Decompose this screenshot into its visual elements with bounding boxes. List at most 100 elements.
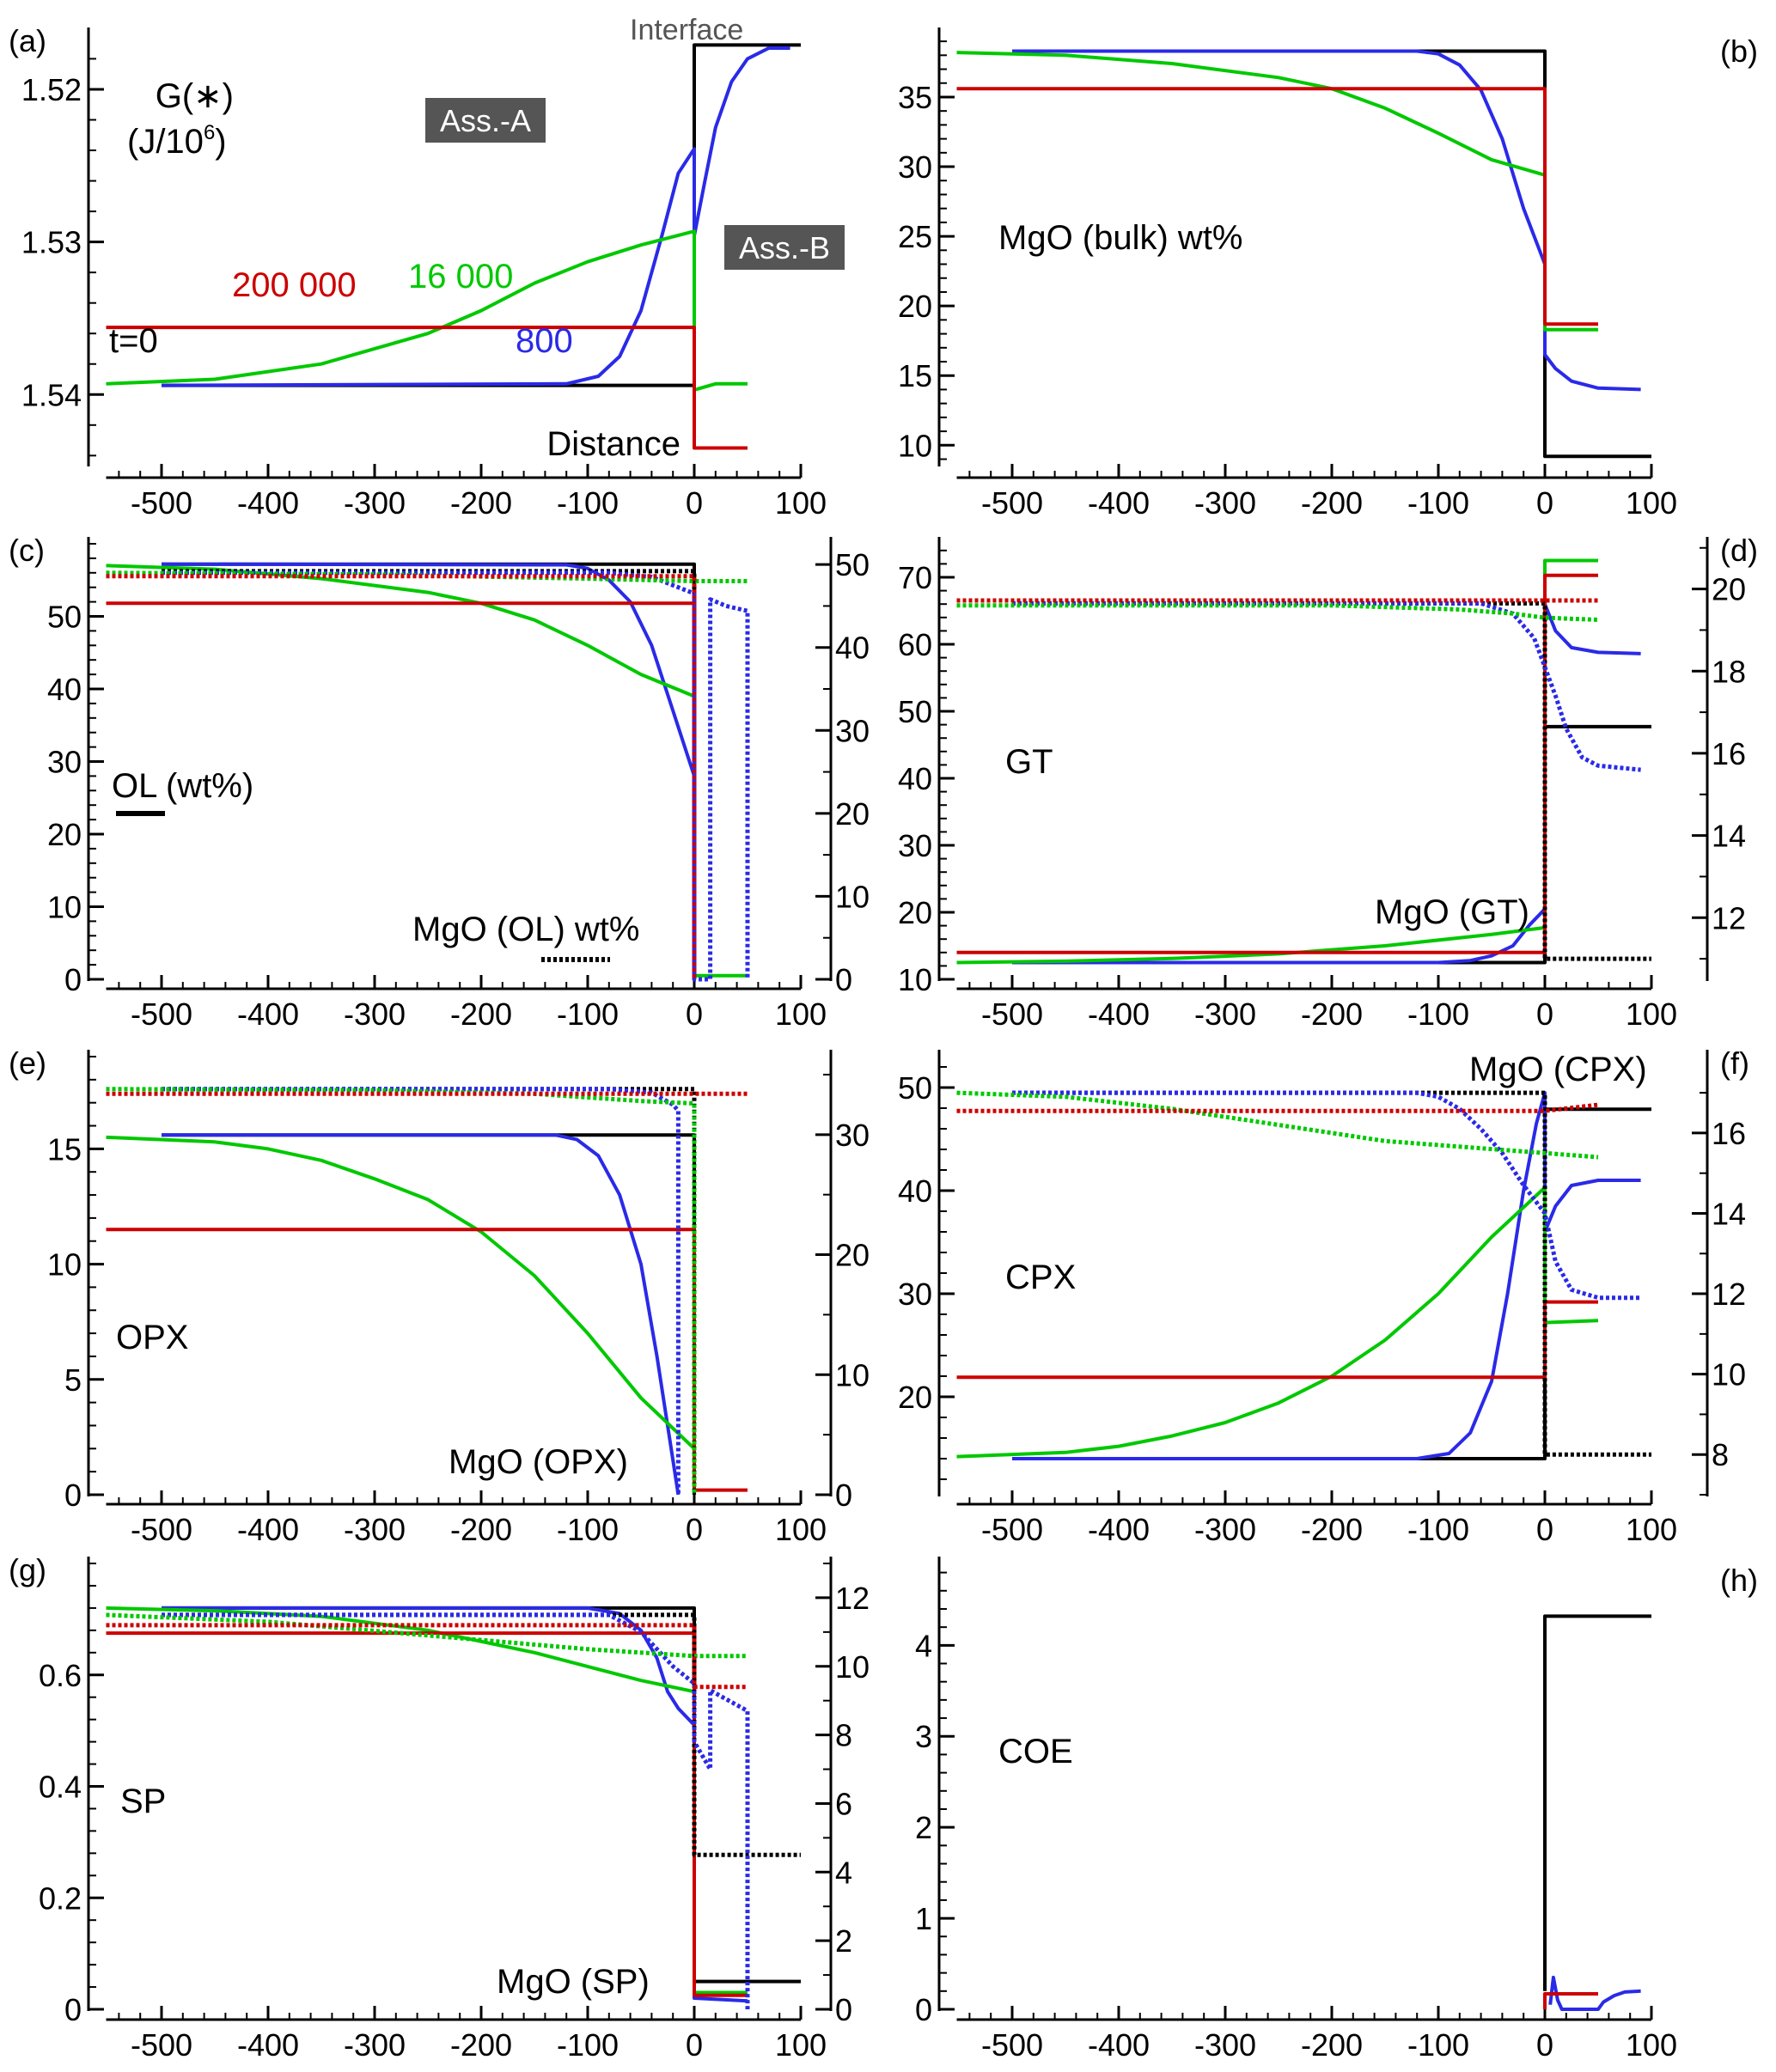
series-line-200-000	[106, 1228, 748, 1492]
y-tick-label: 0.4	[39, 1770, 82, 1805]
x-tick-label: 100	[1626, 485, 1677, 521]
t200000-label: 200 000	[232, 266, 357, 304]
panel-f: 20 30 40 50 8 10 12 14 16 -500 -400 -300 -200 -100 0 10…	[898, 1045, 1749, 1547]
distance-label: Distance	[546, 425, 680, 463]
series-line-t-0-mgo	[1012, 1090, 1651, 1457]
y-tick-label: 1	[915, 1901, 932, 1936]
x-tick-label: -500	[131, 1512, 192, 1547]
y-tick-label: 20	[898, 1380, 932, 1415]
y-tick-label: 0	[64, 1478, 82, 1513]
series-line-800	[1012, 49, 1641, 392]
g-ylabel-line2: (J/106)	[127, 121, 227, 161]
x-tick-label: 0	[686, 996, 703, 1032]
ass-b-label: Ass.-B	[739, 230, 830, 265]
series-line-16-000-mgo	[106, 1612, 748, 1659]
cpx-label: CPX	[1005, 1258, 1076, 1296]
series-line-800	[1012, 602, 1641, 965]
sp-label: SP	[120, 1783, 166, 1820]
y2-tick-label: 16	[1712, 736, 1746, 771]
y-tick-label: 30	[47, 745, 82, 780]
y2-tick-label: 20	[835, 796, 870, 832]
y2-tick-label: 0	[835, 1478, 852, 1513]
series-line-t-0	[1012, 1107, 1651, 1460]
y-tick-label: 10	[47, 1247, 82, 1283]
y-tick-label: 1.53	[21, 225, 82, 260]
x-tick-label: -200	[1301, 1512, 1363, 1547]
y2-tick-label: 14	[1712, 1196, 1746, 1231]
panel-label: (a)	[9, 23, 46, 58]
x-tick-label: -200	[450, 2027, 512, 2063]
gt-label: GT	[1005, 743, 1053, 781]
y2-tick-label: 6	[835, 1786, 852, 1821]
series-line-800	[1012, 1091, 1641, 1460]
ol-label: OL (wt%)	[112, 767, 253, 805]
series-line-16-000	[106, 1606, 748, 1995]
x-tick-label: -400	[1088, 996, 1150, 1032]
x-tick-label: -300	[344, 1512, 406, 1547]
t16000-label: 16 000	[408, 258, 513, 296]
y2-tick-label: 10	[1712, 1357, 1746, 1393]
y-tick-label: 10	[47, 890, 82, 925]
y2-tick-label: 0	[835, 1992, 852, 2027]
mgo-bulk-label: MgO (bulk) wt%	[998, 219, 1243, 257]
x-tick-label: -100	[1407, 996, 1469, 1032]
mgo-ol-label: MgO (OL) wt%	[412, 911, 639, 948]
x-tick-label: -100	[557, 996, 619, 1032]
panel-a: 1.52 1.53 1.54 -500 -400 -300 -200 -100 0 100 (a)	[9, 23, 827, 521]
y-tick-label: 4	[915, 1628, 932, 1663]
y-tick-label: 5	[64, 1362, 82, 1398]
x-tick-label: -200	[450, 996, 512, 1032]
x-tick-label: -500	[131, 485, 192, 521]
x-tick-label: -300	[1194, 996, 1256, 1032]
y2-tick-label: 10	[835, 1649, 870, 1685]
x-tick-label: 100	[1626, 996, 1677, 1032]
y-tick-label: 35	[898, 80, 932, 115]
ass-a-box	[425, 98, 546, 143]
x-tick-label: -400	[1088, 485, 1150, 521]
x-tick-label: 100	[775, 485, 827, 521]
y-tick-label: 40	[898, 1173, 932, 1209]
series-line-800	[1548, 1975, 1641, 2011]
series-line-200-000-mgo	[106, 574, 697, 979]
y2-tick-label: 30	[835, 1118, 870, 1153]
x-tick-label: -200	[450, 485, 512, 521]
x-tick-label: 0	[1536, 485, 1553, 521]
ass-a-label: Ass.-A	[440, 103, 531, 138]
y2-tick-label: 20	[1712, 572, 1746, 607]
x-tick-label: -300	[1194, 1512, 1256, 1547]
y2-tick-label: 10	[835, 879, 870, 914]
x-tick-label: -400	[237, 2027, 299, 2063]
y2-tick-label: 20	[835, 1238, 870, 1273]
series-line-t-0-mgo	[162, 1087, 697, 1495]
x-tick-label: -500	[131, 996, 192, 1032]
g-ylabel-line1: G(∗)	[156, 77, 234, 115]
x-tick-label: -500	[981, 1512, 1043, 1547]
panel-h: 0 1 2 3 4 -500 -400 -300 -200 -100 0 100 (h)	[915, 1557, 1758, 2063]
y-tick-label: 2	[915, 1810, 932, 1845]
series-line-16-000-mgo	[956, 603, 1599, 622]
x-tick-label: -100	[1407, 485, 1469, 521]
series-line-200-000	[106, 326, 748, 450]
series-line-t-0	[162, 1133, 696, 1495]
series-line-800	[162, 1133, 680, 1496]
x-tick-label: -400	[1088, 2027, 1150, 2063]
series-line-200-000	[1543, 1992, 1598, 2009]
x-tick-label: -500	[981, 2027, 1043, 2063]
series-line-200-000-mgo	[956, 1102, 1599, 1113]
y-tick-label: 0	[64, 962, 82, 997]
x-tick-label: 0	[686, 1512, 703, 1547]
series-line-16-000-mgo	[106, 1087, 697, 1495]
mgo-gt-label: MgO (GT)	[1375, 893, 1529, 931]
x-tick-label: 100	[775, 2027, 827, 2063]
x-tick-label: 0	[686, 485, 703, 521]
y-tick-label: 0	[915, 1992, 932, 2027]
mgo-sp-label: MgO (SP)	[497, 1963, 650, 2001]
y-tick-label: 20	[47, 817, 82, 852]
x-tick-label: -500	[131, 2027, 192, 2063]
y2-tick-label: 8	[835, 1718, 852, 1753]
series-line-16-000-mgo	[106, 570, 748, 583]
x-tick-label: 100	[1626, 1512, 1677, 1547]
y-tick-label: 25	[898, 219, 932, 254]
